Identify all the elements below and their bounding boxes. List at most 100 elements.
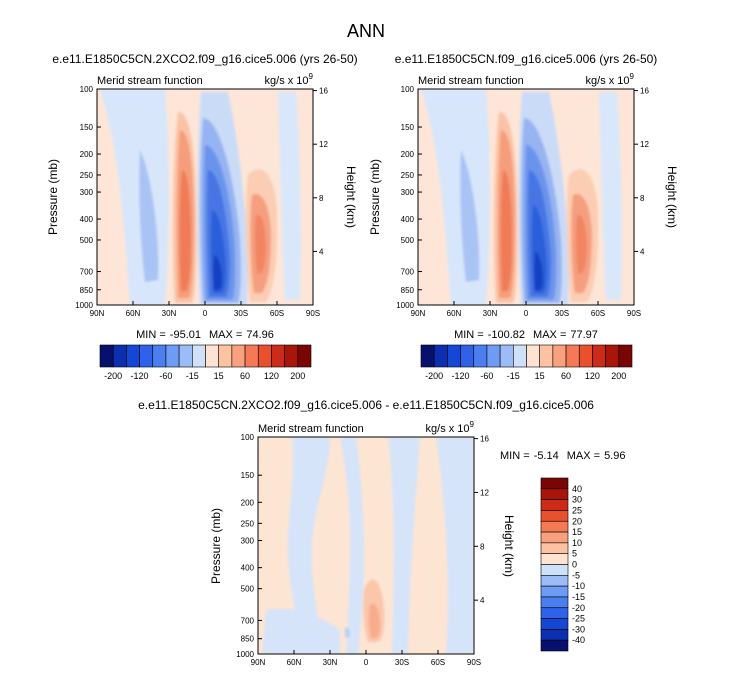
y-tick-label: 300 [80, 188, 94, 197]
y-axis-label: Pressure (mb) [46, 159, 60, 235]
x-tick-label: 30S [395, 658, 409, 667]
colorbar-swatch [271, 344, 285, 368]
panel-subtitle: Merid stream function [97, 75, 203, 87]
plot-field [97, 89, 313, 305]
y-tick-label: 400 [80, 215, 94, 224]
x-tick-label: 90N [411, 309, 426, 318]
colorbar-swatch [192, 344, 206, 368]
y2-tick-label: 16 [480, 435, 489, 444]
y-tick-label: 250 [401, 171, 415, 180]
x-tick-label: 90S [306, 309, 320, 318]
max-value: 77.97 [570, 329, 598, 341]
min-label: MIN = [136, 329, 166, 341]
colorbar-swatch [433, 344, 448, 368]
colorbar-label: -15 [507, 371, 520, 381]
max-label: MAX = [567, 450, 600, 462]
contour-tropic-neg-6 [534, 252, 543, 290]
colorbar-swatch [526, 344, 540, 368]
colorbar-swatch [218, 344, 233, 368]
contour-lower-neg [262, 608, 340, 654]
y-tick-label: 1000 [396, 301, 414, 310]
x-tick-label: 0 [203, 309, 208, 318]
colorbar-label: 200 [290, 371, 305, 381]
contour-mid-neg [340, 437, 364, 654]
contour-tropic-pos-3 [500, 170, 512, 291]
colorbar-swatch [205, 344, 219, 368]
min-label: MIN = [500, 450, 530, 462]
y2-tick-label: 8 [480, 542, 485, 551]
colorbar-label: 200 [611, 371, 626, 381]
y-tick-label: 400 [401, 215, 415, 224]
colorbar-label: -20 [572, 603, 585, 613]
colorbar-label: -30 [572, 624, 585, 634]
colorbar-swatch [486, 344, 501, 368]
y-tick-label: 200 [80, 150, 94, 159]
x-tick-label: 90S [467, 658, 481, 667]
y-tick-label: 100 [401, 85, 415, 94]
colorbar-swatch [540, 488, 569, 500]
max-label: MAX = [533, 329, 566, 341]
colorbar-label: 0 [572, 560, 577, 570]
y-tick-label: 250 [80, 171, 94, 180]
panel-subtitle: Merid stream function [418, 75, 524, 87]
colorbar-label: 40 [572, 484, 582, 494]
colorbar-label: 60 [561, 371, 571, 381]
contour-small-neg [345, 627, 350, 638]
colorbar-swatch [139, 344, 154, 368]
colorbar-swatch [605, 344, 620, 368]
colorbar-swatch [618, 344, 633, 368]
y-tick-label: 200 [401, 150, 415, 159]
colorbar-label: -60 [159, 371, 172, 381]
x-tick-label: 30N [323, 658, 338, 667]
units-exponent: 9 [470, 420, 475, 429]
contour-south-pos-3 [575, 214, 587, 273]
y2-axis-label: Height (km) [344, 166, 358, 228]
panel-title: e.e11.E1850C5CN.2XCO2.f09_g16.cice5.006 … [138, 398, 594, 412]
y-tick-label: 1000 [75, 301, 93, 310]
contour-south-neg [599, 92, 622, 300]
max-label: MAX = [209, 329, 242, 341]
colorbar-swatch [592, 344, 606, 368]
min-max-readout: MIN = -95.01 MAX = 74.96 [136, 329, 274, 341]
y-tick-label: 1000 [236, 650, 254, 659]
x-tick-label: 60S [431, 658, 445, 667]
y-tick-label: 150 [241, 471, 255, 480]
y2-tick-label: 12 [640, 140, 649, 149]
panel-units: kg/s x 109 [426, 420, 475, 435]
y2-tick-label: 16 [319, 87, 328, 96]
colorbar-swatch [284, 344, 299, 368]
y-tick-label: 700 [401, 268, 415, 277]
min-max-readout: MIN = -100.82 MAX = 77.97 [454, 329, 598, 341]
y-tick-label: 300 [401, 188, 415, 197]
contour-tropic-neg-6 [213, 255, 222, 290]
y2-axis-label: Height (km) [665, 166, 679, 228]
colorbar-swatch [539, 344, 554, 368]
x-tick-label: 60N [287, 658, 302, 667]
panel-title: e.e11.E1850C5CN.f09_g16.cice5.006 (yrs 2… [395, 52, 658, 66]
y-tick-label: 500 [241, 585, 255, 594]
contour-south-neg-2 [436, 437, 474, 654]
y-tick-label: 250 [241, 519, 255, 528]
x-tick-label: 60S [591, 309, 605, 318]
colorbar-swatch [473, 344, 488, 368]
colorbar-label: -10 [572, 581, 585, 591]
colorbar-label: 20 [572, 516, 582, 526]
y-tick-label: 100 [241, 433, 255, 442]
colorbar-label: -15 [572, 592, 585, 602]
plot-field [418, 89, 634, 305]
y2-tick-label: 4 [480, 596, 485, 605]
y-tick-label: 700 [80, 268, 94, 277]
colorbar-label: 10 [572, 538, 582, 548]
contour-south-pos-3 [254, 214, 266, 273]
colorbar-swatch [297, 344, 312, 368]
colorbar-swatch [152, 344, 167, 368]
colorbar-label: 60 [240, 371, 250, 381]
colorbar-swatch [540, 575, 569, 587]
y2-tick-label: 8 [319, 194, 324, 203]
units-text: kg/s x 10 [265, 75, 309, 87]
colorbar-swatch [460, 344, 475, 368]
x-tick-label: 0 [364, 658, 369, 667]
x-tick-label: 30N [162, 309, 177, 318]
colorbar-label: -60 [480, 371, 493, 381]
